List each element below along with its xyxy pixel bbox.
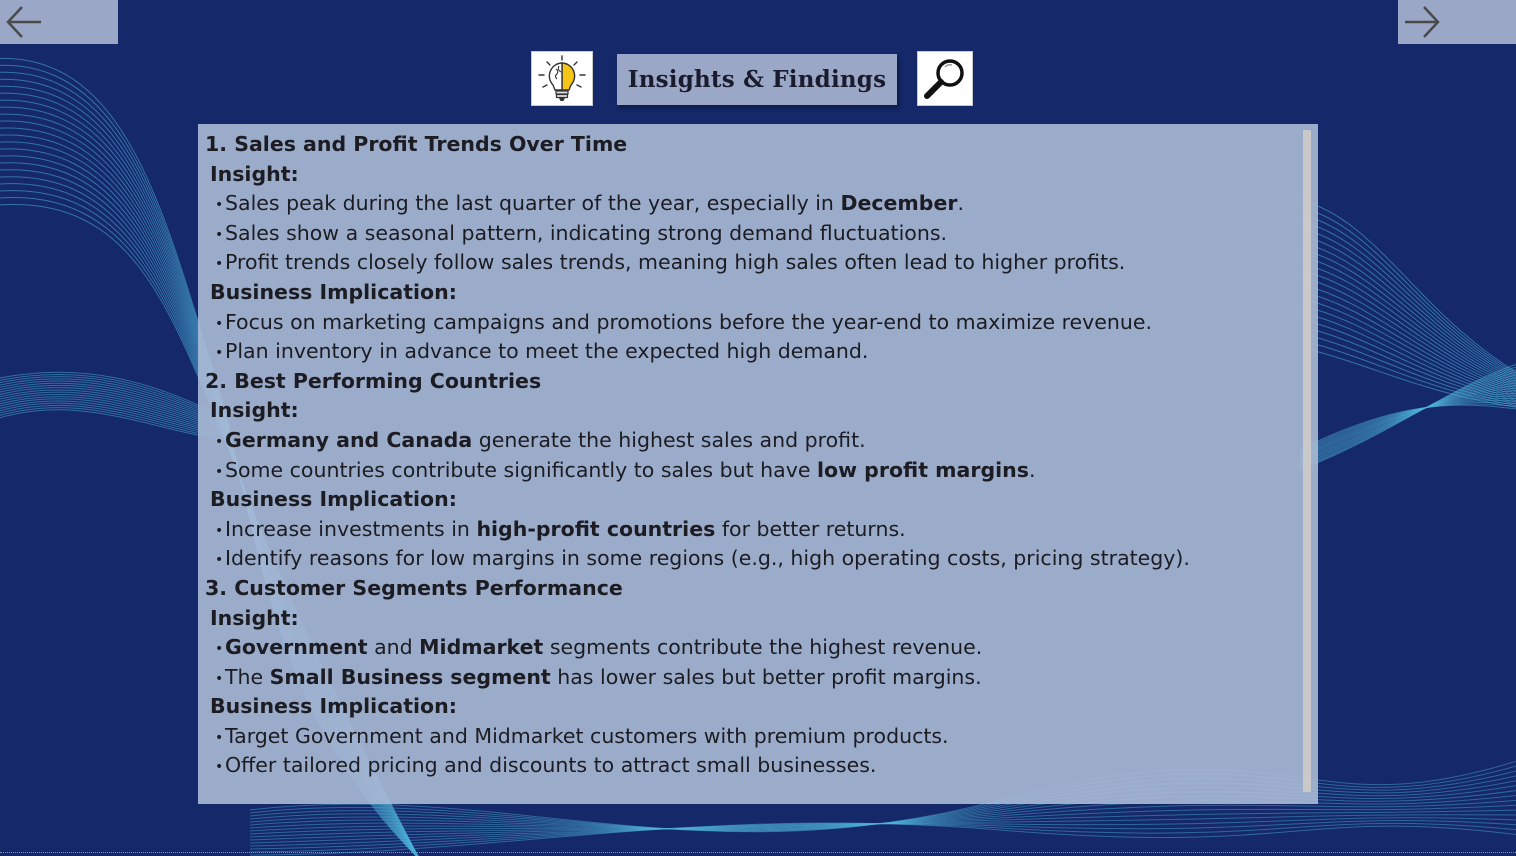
text: Identify reasons for low margins in some… [225, 546, 1190, 571]
bold-text: low profit margins [816, 457, 1029, 482]
bold-text: Government [225, 635, 368, 660]
bullet-dot: • [215, 552, 224, 569]
insight-label: Insight: [210, 605, 299, 630]
bullet-dot: • [215, 522, 224, 539]
text: generate the highest sales and profit. [472, 427, 866, 452]
text: Some countries contribute significantly … [225, 457, 817, 482]
text: Focus on marketing campaigns and promoti… [225, 309, 1153, 334]
bullet-item: •Profit trends closely follow sales tren… [205, 248, 1318, 278]
text: segments contribute the highest revenue. [543, 635, 983, 660]
implication-label: Business Implication: [210, 279, 457, 304]
bullet-dot: • [215, 463, 224, 480]
bullet-dot: • [215, 433, 224, 450]
text: Plan inventory in advance to meet the ex… [225, 339, 869, 364]
bullet-item: •Some countries contribute significantly… [205, 456, 1318, 486]
insights-text: 1. Sales and Profit Trends Over Time Insi… [205, 130, 1318, 781]
bullet-item: •Sales peak during the last quarter of t… [205, 189, 1318, 219]
bullet-item: •Identify reasons for low margins in som… [205, 544, 1318, 574]
section-heading: 2. Best Performing Countries [205, 368, 542, 393]
bullet-item: •Offer tailored pricing and discounts to… [205, 751, 1318, 781]
bullet-item: •Increase investments in high-profit cou… [205, 515, 1318, 545]
section-heading: 3. Customer Segments Performance [205, 575, 623, 600]
bullet-dot: • [215, 197, 224, 214]
search-tile[interactable] [917, 51, 973, 106]
bullet-dot: • [215, 641, 224, 658]
text: Increase investments in [225, 516, 477, 541]
text: . [1028, 457, 1036, 482]
text: has lower sales but better profit margin… [550, 664, 982, 689]
arrow-right-icon [1405, 6, 1440, 38]
forward-button[interactable] [1398, 0, 1516, 44]
bullet-item: •The Small Business segment has lower sa… [205, 663, 1318, 693]
bullet-item: •Government and Midmarket segments contr… [205, 633, 1318, 663]
text: Offer tailored pricing and discounts to … [225, 753, 877, 778]
arrow-left-icon [6, 6, 41, 38]
text: The [225, 664, 270, 689]
bullet-dot: • [215, 729, 224, 746]
insight-label: Insight: [210, 161, 299, 186]
bullet-item: •Target Government and Midmarket custome… [205, 722, 1318, 752]
page-title: Insights & Findings [617, 54, 897, 105]
bullet-dot: • [215, 345, 224, 362]
text: . [957, 191, 965, 216]
bullet-dot: • [215, 256, 224, 273]
implication-label: Business Implication: [210, 487, 457, 512]
text: Target Government and Midmarket customer… [225, 723, 949, 748]
bullet-dot: • [215, 315, 224, 332]
bold-text: high-profit countries [476, 516, 716, 541]
implication-label: Business Implication: [210, 694, 457, 719]
bullet-dot: • [215, 226, 224, 243]
bottom-divider [0, 852, 1516, 853]
text: Profit trends closely follow sales trend… [225, 250, 1126, 275]
bullet-dot: • [215, 759, 224, 776]
brain-lightbulb-icon [538, 54, 586, 101]
scrollbar[interactable] [1303, 130, 1311, 792]
bold-text: Germany and Canada [225, 427, 473, 452]
text: Sales peak during the last quarter of th… [225, 191, 841, 216]
back-button[interactable] [0, 0, 118, 44]
idea-tile [531, 51, 593, 106]
bold-text: Small Business segment [269, 664, 551, 689]
bullet-item: •Germany and Canada generate the highest… [205, 426, 1318, 456]
section-heading: 1. Sales and Profit Trends Over Time [205, 132, 628, 156]
text: and [367, 635, 420, 660]
bullet-item: •Sales show a seasonal pattern, indicati… [205, 219, 1318, 249]
insight-label: Insight: [210, 398, 299, 423]
bullet-item: •Focus on marketing campaigns and promot… [205, 308, 1318, 338]
insights-panel: 1. Sales and Profit Trends Over Time Insi… [198, 124, 1318, 804]
bullet-dot: • [215, 670, 224, 687]
bold-text: December [840, 191, 958, 216]
magnifier-icon [924, 58, 964, 99]
bullet-item: •Plan inventory in advance to meet the e… [205, 337, 1318, 367]
text: Sales show a seasonal pattern, indicatin… [225, 220, 948, 245]
text: for better returns. [715, 516, 906, 541]
bold-text: Midmarket [419, 635, 544, 660]
